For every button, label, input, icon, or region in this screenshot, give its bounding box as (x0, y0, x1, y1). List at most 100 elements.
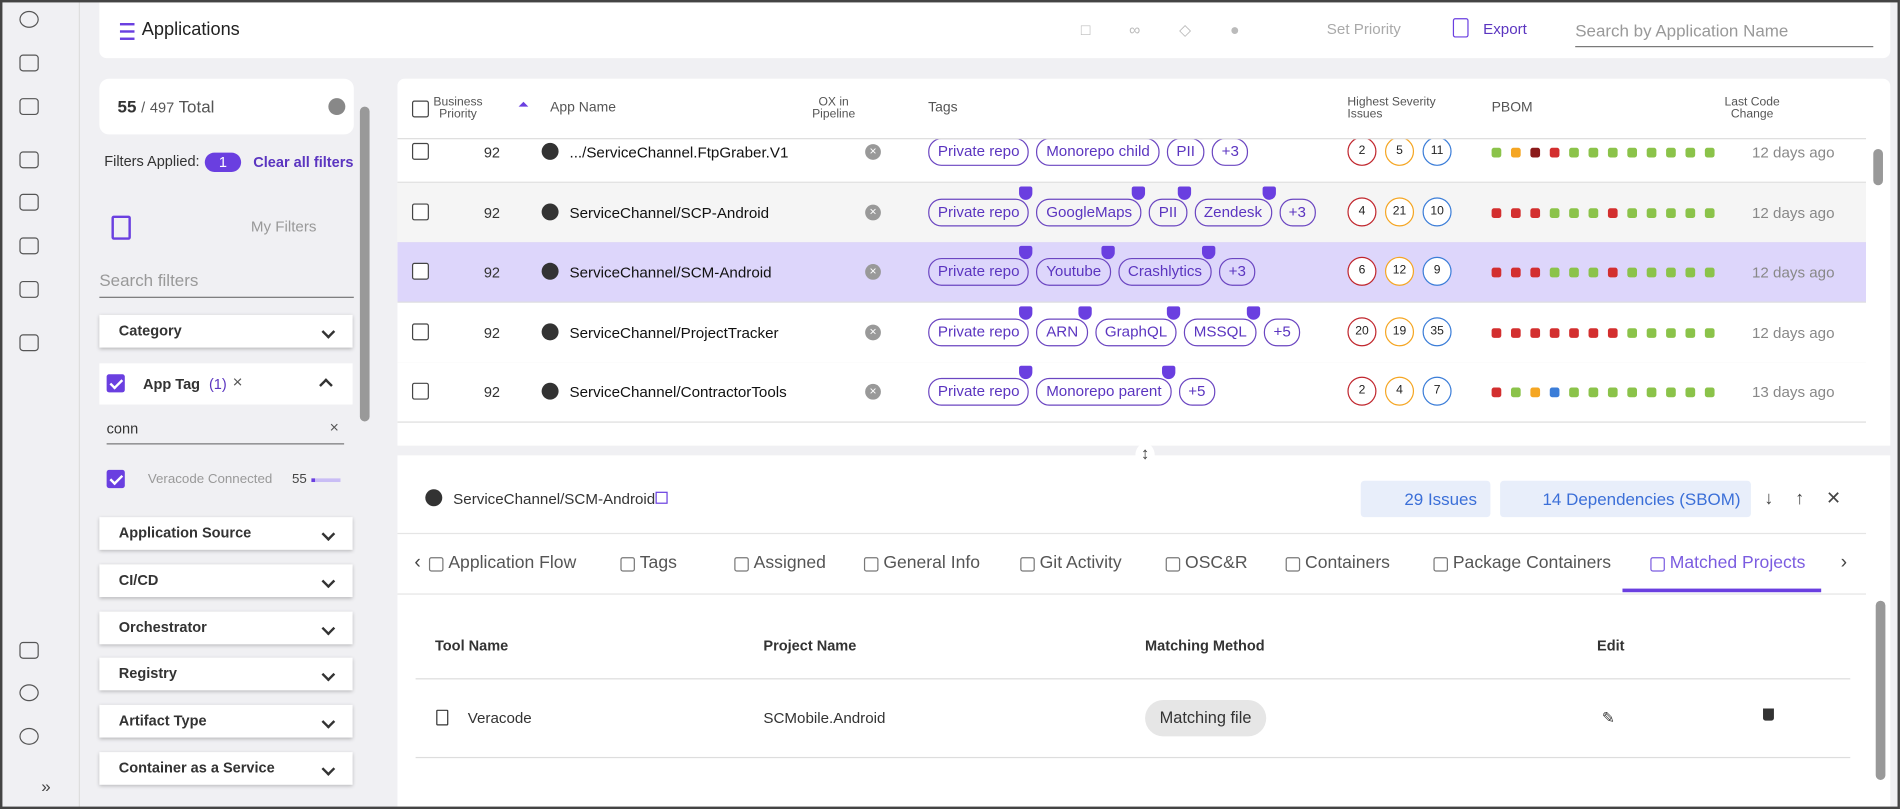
app-tag-remove[interactable]: × (232, 371, 243, 392)
tag[interactable]: Private repo (928, 186, 1033, 226)
tag[interactable]: Private repo (928, 138, 1033, 166)
filter-section[interactable]: Application Source (99, 517, 353, 550)
nav-icon[interactable] (19, 193, 39, 211)
tag[interactable]: ARN (1036, 306, 1092, 347)
table-row[interactable]: 92 ServiceChannel/ContractorTools × Private… (397, 362, 1867, 424)
set-priority[interactable]: Set Priority (1326, 20, 1401, 38)
table-row[interactable]: 92 ServiceChannel/SCP-Android × Private rep… (397, 182, 1867, 243)
tab[interactable]: Assigned (753, 553, 826, 573)
export[interactable]: Export (1483, 20, 1527, 38)
my-filters[interactable]: My Filters (250, 217, 317, 235)
column-header[interactable]: App Name (550, 100, 616, 116)
tab-prev[interactable]: ‹ (414, 552, 421, 573)
nav-icon[interactable] (19, 237, 39, 255)
deps-text[interactable]: 14 Dependencies (SBOM) (1542, 489, 1741, 509)
tab[interactable]: Tags (639, 553, 677, 573)
option-check[interactable] (106, 469, 125, 489)
app-name[interactable]: ServiceChannel/ProjectTracker (569, 324, 779, 342)
more-tags[interactable]: +5 (1178, 378, 1216, 407)
tag[interactable]: MSSQL (1184, 306, 1261, 347)
select-all[interactable] (411, 100, 429, 118)
nav-icon[interactable] (19, 151, 39, 169)
row-check[interactable] (411, 323, 429, 341)
resize-handle[interactable]: ↕ (1135, 443, 1155, 468)
tag[interactable]: Monorepo parent (1036, 366, 1175, 407)
nav-icon[interactable] (19, 684, 39, 702)
nav-icon[interactable] (19, 280, 39, 298)
column-header[interactable]: PBOM (1491, 100, 1533, 116)
tab[interactable]: OSC&R (1185, 553, 1248, 573)
tag[interactable]: Monorepo child (1036, 138, 1164, 166)
column-header[interactable]: Last Code Change (1724, 95, 1780, 122)
open-link[interactable] (655, 491, 668, 504)
issues-btn[interactable] (1360, 480, 1491, 518)
more-tags[interactable]: +3 (1278, 198, 1316, 226)
tab-next[interactable]: › (1840, 552, 1848, 573)
column-header[interactable]: Business Priority (433, 95, 483, 122)
filter-section[interactable]: Orchestrator (99, 611, 353, 644)
tag[interactable]: Private repo (928, 366, 1033, 407)
tag[interactable]: GoogleMaps (1036, 186, 1146, 226)
nav-icon[interactable] (19, 10, 39, 28)
nav-buttons[interactable]: ↓↑✕ (1764, 488, 1864, 509)
table-row[interactable]: 92 ServiceChannel/SCM-Android × Private rep… (397, 242, 1867, 304)
filter-section[interactable]: Artifact Type (99, 705, 353, 738)
collapse-btn[interactable] (328, 98, 346, 116)
tag[interactable]: PII (1149, 186, 1191, 226)
filter-section[interactable]: Registry (99, 658, 353, 691)
clear-filters[interactable]: Clear all filters (253, 153, 354, 171)
row-check[interactable] (411, 202, 429, 220)
column-header[interactable]: Tags (928, 100, 958, 116)
tab[interactable]: General Info (883, 553, 981, 573)
tab[interactable]: Matched Projects (1669, 553, 1806, 573)
query-clear[interactable]: × (329, 417, 339, 436)
app-name[interactable]: ServiceChannel/SCM-Android (569, 264, 772, 282)
app-tag-check[interactable] (106, 374, 125, 393)
deps-btn[interactable] (1500, 480, 1751, 518)
row-check[interactable] (411, 263, 429, 280)
toolbar-icons[interactable]: □∞◇● (1080, 20, 1279, 39)
more-tags[interactable]: +3 (1211, 138, 1249, 166)
column-header[interactable]: OX in Pipeline (812, 95, 856, 122)
tag[interactable]: Youtube (1036, 246, 1115, 287)
tag[interactable]: Private repo (928, 306, 1033, 347)
tab[interactable]: Git Activity (1039, 553, 1122, 573)
row-check[interactable] (411, 383, 429, 401)
filter-section[interactable]: Container as a Service (99, 752, 353, 785)
search-filters[interactable]: Search filters (99, 270, 354, 298)
nav-icon[interactable] (19, 727, 39, 745)
app-name[interactable]: ServiceChannel/SCP-Android (569, 204, 770, 222)
tag[interactable]: Private repo (928, 246, 1033, 287)
nav-icon[interactable] (19, 641, 39, 659)
menu-icon[interactable] (119, 23, 135, 40)
app-tag-query[interactable]: conn (106, 420, 345, 445)
tab[interactable]: Application Flow (448, 553, 577, 573)
column-header[interactable]: Highest Severity Issues (1347, 95, 1436, 122)
bookmark-icon[interactable] (111, 215, 131, 240)
tag[interactable]: PII (1166, 138, 1209, 166)
app-name[interactable]: .../ServiceChannel.FtpGraber.V1 (569, 144, 789, 162)
pbom-dot (1607, 147, 1618, 158)
tag[interactable]: GraphQL (1095, 306, 1181, 347)
expand-icon[interactable]: » (41, 776, 51, 796)
tag[interactable]: Zendesk (1194, 186, 1276, 226)
nav-icon[interactable] (19, 54, 39, 72)
filter-section[interactable]: Category (99, 314, 353, 348)
row-check[interactable] (411, 142, 429, 160)
delete-icon[interactable] (1763, 708, 1774, 721)
tab[interactable]: Package Containers (1452, 553, 1612, 573)
tag[interactable]: Crashlytics (1118, 246, 1216, 287)
sort-icon[interactable] (518, 101, 529, 107)
table-row[interactable]: 92 ServiceChannel/ProjectTracker × Private … (397, 302, 1867, 364)
app-name[interactable]: ServiceChannel/ContractorTools (569, 384, 787, 402)
nav-icon[interactable] (19, 334, 39, 352)
nav-icon[interactable] (19, 98, 39, 116)
table-row[interactable]: 92 .../ServiceChannel.FtpGraber.V1 × Privat… (397, 138, 1867, 183)
issues-text[interactable]: 29 Issues (1404, 489, 1477, 509)
filter-section[interactable]: CI/CD (99, 564, 353, 597)
edit-icon[interactable]: ✎ (1601, 708, 1616, 727)
search-app[interactable]: Search by Application Name (1575, 21, 1874, 48)
more-tags[interactable]: +3 (1218, 258, 1256, 287)
tab[interactable]: Containers (1305, 553, 1390, 573)
more-tags[interactable]: +5 (1263, 318, 1301, 347)
